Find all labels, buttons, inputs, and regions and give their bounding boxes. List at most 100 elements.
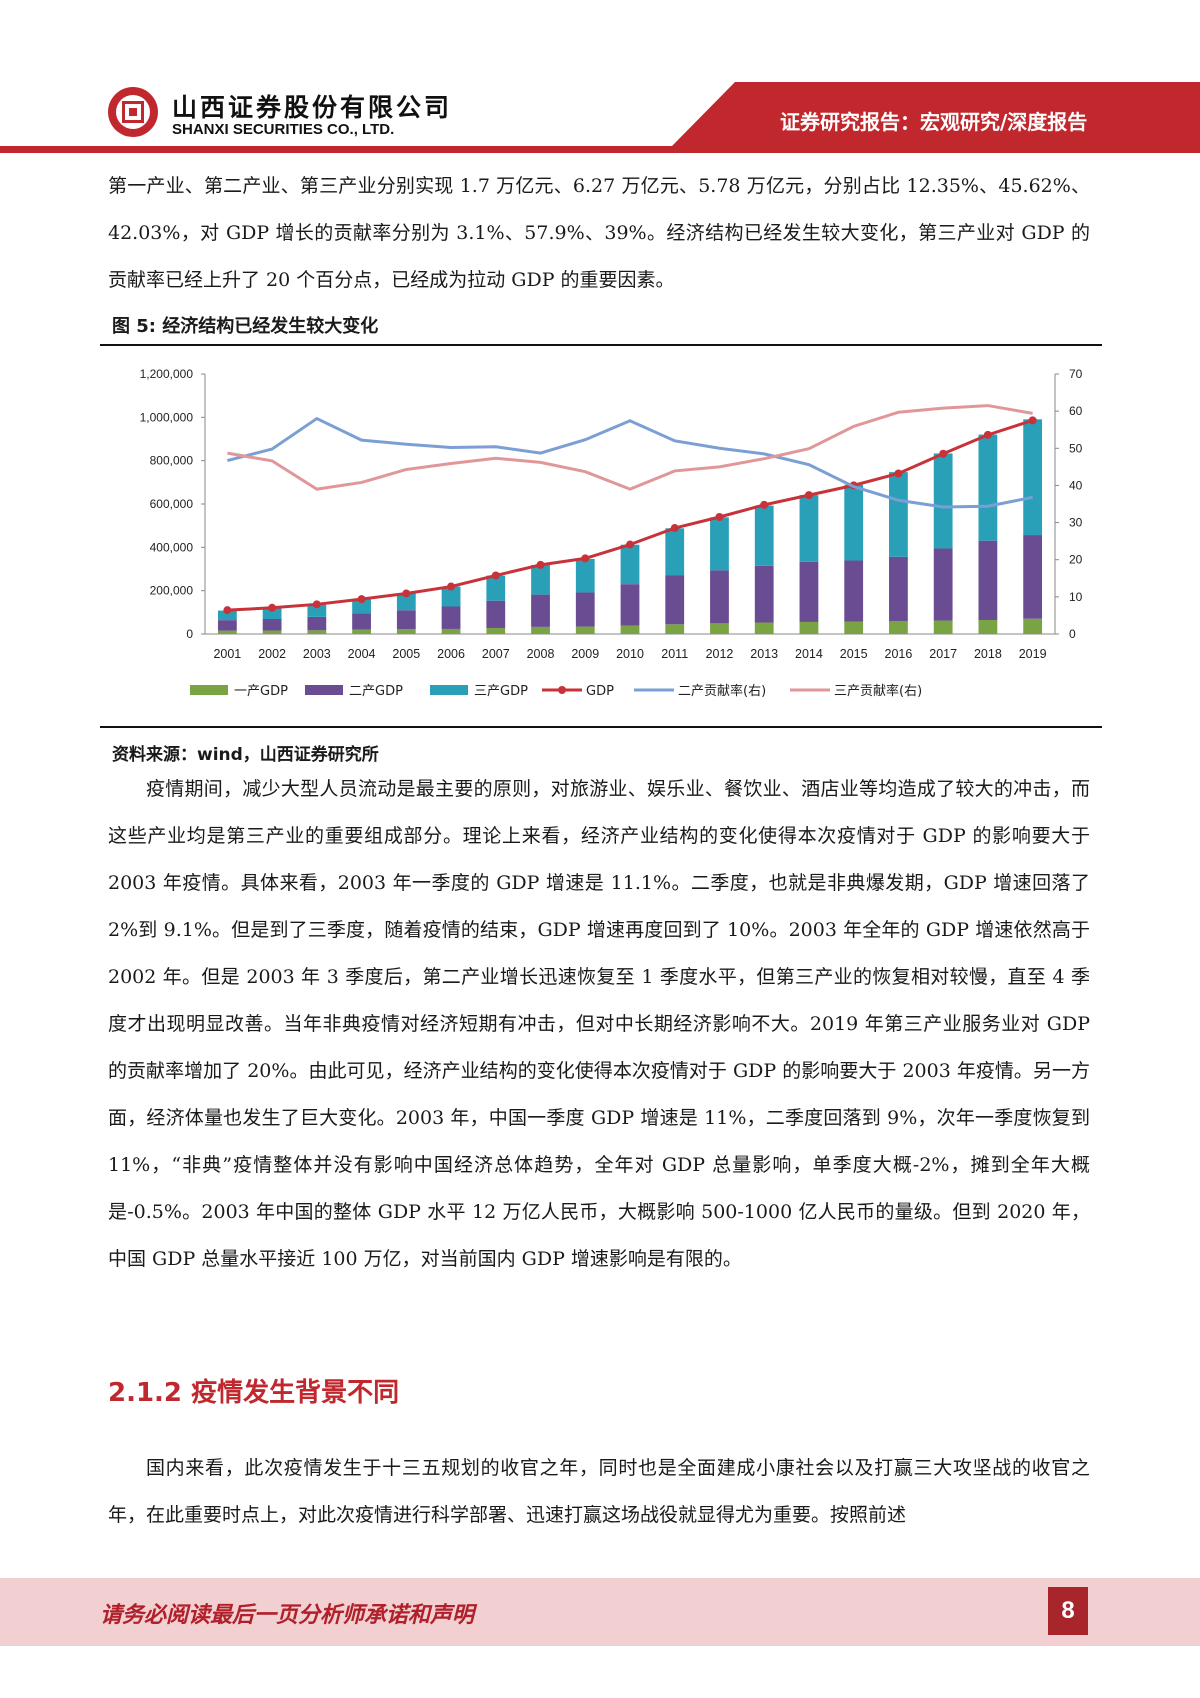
header-banner <box>0 82 1200 153</box>
point-GDP <box>402 589 411 598</box>
gdp-structure-chart: 0 200,000 400,000 600,000 800,000 1,000,000 1,… <box>140 367 1083 699</box>
line-三产贡献率(右) <box>227 404 1033 491</box>
legend-label: 二产贡献率(右) <box>678 683 766 699</box>
legend-label: GDP <box>586 684 614 699</box>
bar-二产GDP <box>217 620 237 631</box>
bar-三产GDP <box>575 558 595 593</box>
bar-三产GDP <box>889 472 908 557</box>
bar-一产GDP <box>1023 618 1043 634</box>
bar-一产GDP <box>978 619 998 634</box>
bar-二产GDP <box>978 540 998 620</box>
section-heading: 2.1.2 疫情发生背景不同 <box>108 1378 400 1408</box>
bar-二产GDP <box>933 548 953 621</box>
right-tick-label: 20 <box>1069 553 1083 567</box>
bar-三产GDP <box>262 608 282 620</box>
bar-二产GDP <box>396 610 416 630</box>
left-tick-label: 1,200,000 <box>140 367 194 381</box>
bar-一产GDP <box>352 629 371 634</box>
bar-二产GDP <box>531 594 550 627</box>
x-tick-label: 2016 <box>885 647 913 661</box>
point-GDP <box>670 524 679 533</box>
x-tick-label: 2003 <box>303 647 331 661</box>
bar-三产GDP <box>799 495 819 562</box>
figure-source: 资料来源：wind，山西证券研究所 <box>112 745 379 765</box>
x-tick-label: 2002 <box>258 647 286 661</box>
x-tick-label: 2004 <box>348 647 376 661</box>
bar-一产GDP <box>575 626 595 634</box>
bar-三产GDP <box>933 453 953 549</box>
legend-label: 二产GDP <box>349 684 403 699</box>
right-tick-label: 70 <box>1069 367 1083 381</box>
x-tick-label: 2013 <box>750 647 778 661</box>
left-tick-label: 800,000 <box>150 454 194 468</box>
footer-notice: 请务必阅读最后一页分析师承诺和声明 <box>100 1602 475 1628</box>
x-tick-label: 2009 <box>571 647 599 661</box>
point-GDP <box>447 582 456 591</box>
x-tick-label: 2010 <box>616 647 644 661</box>
bar-三产GDP <box>441 586 461 607</box>
bar-三产GDP <box>531 564 550 595</box>
legend-label: 三产GDP <box>474 684 528 699</box>
legend-swatch <box>430 685 468 695</box>
x-tick-label: 2001 <box>213 647 241 661</box>
x-tick-label: 2014 <box>795 647 823 661</box>
bar-一产GDP <box>307 630 327 634</box>
bar-三产GDP <box>620 544 640 585</box>
x-tick-label: 2015 <box>840 647 868 661</box>
bar-三产GDP <box>352 599 371 614</box>
bar-二产GDP <box>307 616 327 631</box>
paragraph-1: 第一产业、第二产业、第三产业分别实现 1.7 万亿元、6.27 万亿元、5.78… <box>108 175 1090 291</box>
company-name-en: SHANXI SECURITIES CO., LTD. <box>172 121 395 138</box>
line-二产贡献率(右) <box>226 416 1033 509</box>
x-tick-label: 2018 <box>974 647 1002 661</box>
point-GDP <box>715 513 724 521</box>
bar-一产GDP <box>531 626 550 634</box>
point-GDP <box>939 449 948 458</box>
point-GDP <box>760 500 769 509</box>
bar-二产GDP <box>352 613 371 630</box>
point-GDP <box>223 606 232 615</box>
point-GDP <box>312 600 321 609</box>
bar-二产GDP <box>844 560 864 622</box>
bar-二产GDP <box>575 592 595 627</box>
legend-label: 三产贡献率(右) <box>834 683 922 699</box>
report-type: 证券研究报告：宏观研究/深度报告 <box>780 110 1088 134</box>
bar-一产GDP <box>754 622 774 634</box>
figure-title: 图 5: 经济结构已经发生较大变化 <box>112 316 379 337</box>
bar-一产GDP <box>396 629 416 634</box>
bar-二产GDP <box>799 561 819 622</box>
point-GDP <box>1028 416 1037 425</box>
bar-一产GDP <box>933 620 953 634</box>
point-GDP <box>581 554 590 563</box>
page-header: 山西证券股份有限公司 SHANXI SECURITIES CO., LTD. 证… <box>0 0 1200 160</box>
paragraph-2: 疫情期间，减少大型人员流动是最主要的原则，对旅游业、娱乐业、餐饮业、酒店业等均造… <box>108 778 1090 1270</box>
left-tick-label: 1,000,000 <box>140 410 194 424</box>
bar-三产GDP <box>307 604 327 617</box>
left-tick-label: 0 <box>186 627 193 641</box>
bar-三产GDP <box>844 484 864 561</box>
bar-二产GDP <box>889 556 908 621</box>
point-GDP <box>983 430 992 439</box>
company-logo <box>108 87 158 137</box>
bar-一产GDP <box>262 630 282 634</box>
bar-三产GDP <box>217 610 237 621</box>
paragraph-3: 国内来看，此次疫情发生于十三五规划的收官之年，同时也是全面建成小康社会以及打赢三… <box>108 1457 1090 1526</box>
bar-二产GDP <box>665 575 685 625</box>
legend-swatch <box>190 685 228 695</box>
left-tick-label: 400,000 <box>150 540 194 554</box>
bar-二产GDP <box>486 600 506 628</box>
bar-二产GDP <box>1023 535 1043 619</box>
bar-一产GDP <box>844 621 864 634</box>
legend-label: 一产GDP <box>234 684 288 699</box>
x-tick-label: 2011 <box>661 647 688 661</box>
bar-三产GDP <box>486 575 506 601</box>
right-tick-label: 30 <box>1069 516 1083 530</box>
legend-swatch <box>305 685 343 695</box>
left-tick-label: 200,000 <box>150 584 194 598</box>
point-GDP <box>268 603 277 612</box>
legend-marker <box>558 686 566 694</box>
bar-三产GDP <box>710 517 729 571</box>
bar-三产GDP <box>754 505 774 566</box>
company-name-cn: 山西证券股份有限公司 <box>172 93 453 122</box>
right-tick-label: 60 <box>1069 404 1083 418</box>
